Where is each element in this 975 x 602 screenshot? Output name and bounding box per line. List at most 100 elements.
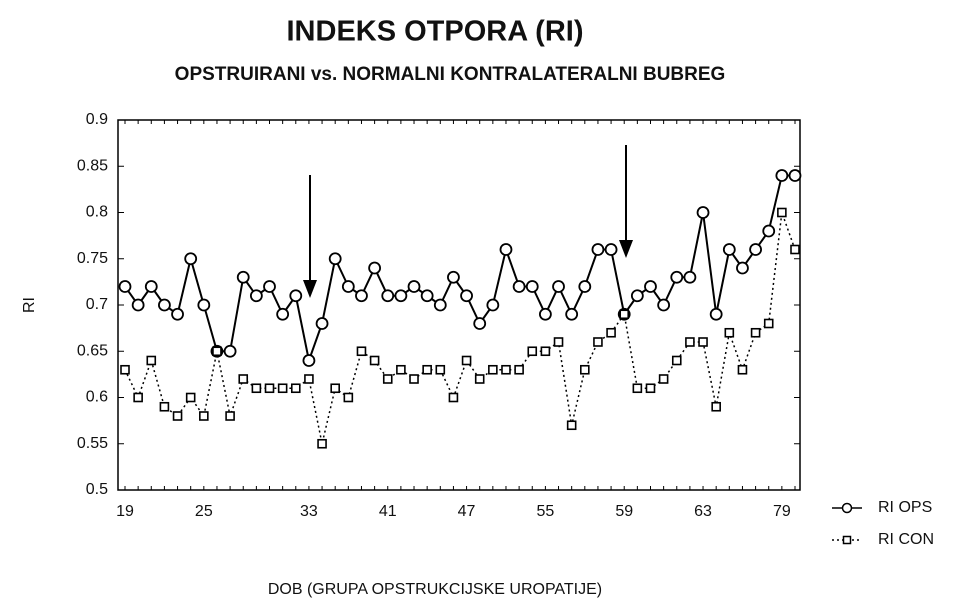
y-tick-label: 0.75	[77, 250, 108, 267]
legend-marker	[842, 535, 852, 545]
marker	[565, 307, 579, 321]
marker	[474, 374, 485, 384]
marker	[330, 383, 340, 394]
marker	[394, 289, 408, 303]
marker	[263, 280, 276, 293]
x-tick-label: 59	[615, 503, 633, 520]
x-tick-label: 33	[300, 503, 318, 520]
marker	[197, 298, 211, 312]
marker	[433, 298, 447, 312]
y-tick-label: 0.9	[86, 111, 108, 128]
marker	[264, 383, 275, 394]
marker	[289, 289, 303, 303]
marker	[238, 374, 249, 384]
marker	[606, 327, 616, 338]
marker	[343, 392, 354, 403]
marker	[685, 337, 695, 347]
marker	[448, 392, 459, 403]
marker	[356, 346, 367, 357]
marker	[763, 318, 774, 329]
marker	[212, 346, 222, 357]
x-tick-label: 47	[458, 503, 476, 520]
y-tick-label: 0.6	[86, 389, 108, 406]
y-tick-label: 0.7	[86, 296, 108, 313]
marker	[120, 364, 130, 375]
marker	[144, 280, 158, 293]
marker	[736, 261, 749, 275]
marker	[775, 169, 789, 182]
marker	[461, 355, 472, 366]
marker	[251, 383, 262, 394]
marker	[317, 438, 327, 449]
marker	[184, 252, 198, 266]
marker	[473, 317, 487, 330]
marker	[131, 298, 145, 312]
marker	[540, 346, 551, 357]
marker	[171, 307, 184, 321]
x-tick-label: 25	[195, 503, 213, 520]
marker	[632, 383, 643, 394]
x-tick-label: 63	[694, 503, 712, 520]
marker	[159, 401, 170, 412]
chart-subtitle: OPSTRUIRANI vs. NORMALNI KONTRALATERALNI…	[175, 64, 726, 85]
marker	[277, 383, 288, 394]
y-tick-label: 0.5	[86, 481, 108, 498]
marker	[790, 244, 800, 255]
x-tick-label: 79	[773, 503, 791, 520]
marker	[369, 355, 380, 366]
marker	[158, 298, 171, 312]
marker	[488, 364, 498, 375]
marker	[788, 169, 802, 182]
marker	[223, 344, 237, 358]
marker	[593, 337, 603, 347]
marker	[146, 355, 157, 366]
marker	[644, 280, 657, 293]
marker	[199, 411, 209, 421]
marker	[566, 420, 577, 431]
marker	[670, 270, 684, 284]
marker	[553, 337, 564, 347]
marker	[118, 280, 132, 293]
marker	[499, 243, 513, 256]
marker	[460, 289, 473, 303]
marker	[683, 270, 697, 284]
marker	[724, 327, 735, 338]
marker	[525, 280, 539, 293]
series-line	[124, 212, 796, 444]
marker	[737, 364, 748, 375]
marker	[671, 355, 682, 366]
marker	[657, 298, 671, 312]
marker	[750, 327, 761, 338]
marker	[762, 224, 776, 238]
marker	[290, 383, 301, 394]
marker	[236, 270, 250, 284]
marker	[604, 243, 618, 256]
marker	[435, 364, 446, 375]
marker	[185, 392, 196, 403]
marker	[133, 392, 143, 403]
marker	[172, 411, 183, 421]
y-tick-label: 0.65	[77, 342, 108, 359]
y-axis-label: RI	[21, 297, 38, 313]
chart-title: INDEKS OTPORA (RI)	[287, 16, 584, 48]
marker	[619, 309, 630, 320]
marker	[501, 364, 511, 375]
marker	[512, 280, 526, 293]
marker	[447, 270, 460, 284]
marker	[302, 354, 316, 367]
marker	[225, 411, 235, 421]
x-tick-label: 41	[379, 503, 397, 520]
legend-label: RI OPS	[878, 499, 932, 516]
legend-marker	[841, 502, 853, 514]
marker	[658, 374, 669, 384]
marker	[630, 289, 644, 303]
marker	[409, 374, 419, 384]
marker	[304, 374, 314, 384]
marker	[591, 243, 605, 256]
arrows	[303, 145, 633, 298]
marker	[514, 364, 524, 375]
marker	[486, 298, 500, 312]
x-tick-label: 55	[536, 503, 554, 520]
marker	[341, 280, 355, 293]
